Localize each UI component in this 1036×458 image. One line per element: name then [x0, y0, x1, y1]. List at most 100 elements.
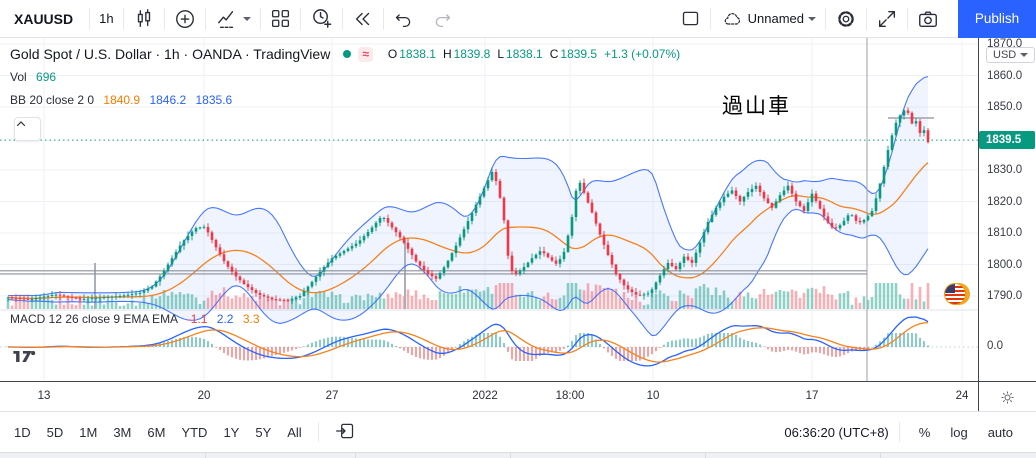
time-tick: 2022	[472, 390, 498, 402]
range-button-1y[interactable]: 1Y	[223, 424, 240, 440]
interval-button[interactable]: 1h	[99, 11, 114, 26]
price-tick: 1860.0	[987, 69, 1023, 82]
low-label: L	[497, 47, 505, 61]
percent-scale-button[interactable]: %	[918, 424, 931, 440]
price-tick: 1800.0	[987, 258, 1023, 271]
range-button-5d[interactable]: 5D	[46, 424, 64, 440]
goto-date-icon	[335, 423, 353, 438]
macd-legend[interactable]: MACD 12 26 close 9 EMA EMA -1.1 2.2 3.3	[10, 312, 260, 326]
redo-button[interactable]	[423, 0, 462, 37]
session-clock[interactable]: 06:36:20 (UTC+8)	[784, 424, 889, 440]
main-legend: Gold Spot / U.S. Dollar · 1h · OANDA · T…	[10, 46, 680, 62]
currency-label: USD	[993, 49, 1017, 61]
time-tick: 17	[805, 390, 819, 402]
data-status-dot-icon[interactable]	[343, 50, 352, 58]
layout-grid-button[interactable]	[261, 0, 300, 37]
high-label: H	[442, 47, 452, 61]
time-tick: 24	[955, 390, 969, 402]
macd-hist-value: -1.1	[186, 312, 208, 326]
layout-name-label: Unnamed	[747, 11, 804, 26]
fullscreen-icon	[878, 10, 896, 27]
bottom-right-group: 06:36:20 (UTC+8) % log auto	[784, 422, 1036, 442]
log-scale-button[interactable]: log	[950, 424, 968, 440]
bb-lower-value: 1835.6	[195, 93, 233, 107]
toolbar-separator	[709, 7, 711, 30]
rewind-icon	[355, 12, 369, 25]
text-annotation[interactable]: 過山車	[722, 95, 791, 118]
range-button-1d[interactable]: 1D	[14, 424, 31, 440]
indicators-button[interactable]	[206, 0, 260, 37]
publish-button[interactable]: Publish	[958, 0, 1036, 38]
economic-event-flag-icon[interactable]	[944, 283, 970, 307]
open-value: 1838.1	[399, 47, 436, 61]
bollinger-legend[interactable]: BB 20 close 2 0 1840.9 1846.2 1835.6	[10, 93, 232, 107]
theme-corner-button[interactable]	[978, 382, 1036, 412]
time-tick: 27	[325, 390, 339, 402]
auto-scale-button[interactable]: auto	[987, 424, 1013, 440]
price-tick: 1870.0	[987, 38, 1023, 50]
indicators-icon	[217, 10, 233, 28]
screenshot-button[interactable]	[908, 0, 948, 37]
chevron-up-icon	[16, 121, 26, 127]
symbol-button[interactable]: XAUUSD	[14, 10, 74, 27]
create-alert-button[interactable]	[301, 0, 342, 37]
toolbar-separator	[259, 7, 261, 30]
range-button-1m[interactable]: 1M	[79, 424, 98, 440]
compare-button[interactable]	[165, 0, 205, 37]
cloud-layout-button[interactable]: Unnamed	[711, 0, 825, 37]
chart-style-button[interactable]	[124, 0, 164, 37]
gear-icon	[838, 10, 854, 27]
price-tick: 1820.0	[987, 195, 1023, 208]
range-button-all[interactable]: All	[287, 424, 302, 440]
bottom-scroll-strip[interactable]	[0, 452, 1036, 458]
toolbar-separator	[204, 7, 206, 30]
plus-circle-icon	[175, 9, 194, 28]
collapse-legend-button[interactable]	[14, 117, 41, 141]
goto-date-button[interactable]	[327, 421, 363, 444]
chart-area[interactable]: Gold Spot / U.S. Dollar · 1h · OANDA · T…	[0, 38, 978, 381]
toolbar-separator	[341, 7, 343, 30]
bb-upper-value: 1846.2	[149, 93, 187, 107]
fullscreen-button[interactable]	[867, 0, 907, 37]
range-button-6m[interactable]: 6M	[147, 424, 166, 440]
ohlc-values: O 1838.1 H 1839.8 L 1838.1 C 1839.5 +1.3 (+0…	[388, 47, 680, 61]
volume-legend[interactable]: Vol 696	[10, 70, 56, 84]
toolbar-separator	[382, 7, 384, 30]
macd-label: MACD 12 26 close 9 EMA EMA	[10, 312, 178, 326]
camera-icon	[919, 10, 937, 27]
time-tick: 20	[197, 390, 211, 402]
toolbar-separator	[299, 7, 301, 30]
price-chart-canvas	[0, 38, 978, 381]
chart-title[interactable]: Gold Spot / U.S. Dollar · 1h · OANDA · T…	[10, 46, 331, 62]
toolbar-separator	[866, 7, 867, 30]
replay-button[interactable]	[343, 0, 383, 37]
bottom-toolbar: 1D 5D 1M 3M 6M YTD 1Y 5Y All 06:36:20 (UTC+8) % …	[0, 411, 1036, 452]
undo-icon	[395, 14, 410, 28]
open-label: O	[387, 47, 398, 61]
chevron-down-icon	[808, 16, 816, 21]
toolbar-separator	[89, 7, 91, 30]
chevron-down-icon	[242, 16, 251, 21]
settings-button[interactable]	[826, 0, 866, 37]
range-button-3m[interactable]: 3M	[113, 424, 132, 440]
current-price-label: 1839.5	[979, 131, 1035, 150]
currency-selector[interactable]: USD	[986, 47, 1036, 63]
range-button-5y[interactable]: 5Y	[255, 424, 272, 440]
macd-line-value: 2.2	[216, 312, 234, 326]
undo-button[interactable]	[384, 0, 423, 37]
close-label: C	[549, 47, 559, 61]
bb-basis-value: 1840.9	[103, 93, 141, 107]
layout-square-icon	[682, 11, 698, 26]
time-tick: 18:00	[555, 390, 585, 402]
high-value: 1839.8	[453, 47, 491, 61]
close-value: 1839.5	[560, 47, 598, 61]
range-button-ytd[interactable]: YTD	[181, 424, 208, 440]
candlestick-icon	[137, 8, 150, 27]
approx-data-badge[interactable]: ≈	[358, 46, 373, 62]
select-layout-button[interactable]	[671, 0, 710, 37]
sun-icon	[1001, 390, 1014, 404]
time-axis[interactable]: 13 20 27 2022 18:00 10 17 24	[0, 381, 1036, 412]
price-axis[interactable]: USD 1870.0 1860.0 1850.0 1830.0 1820.0 1810.0…	[978, 38, 1036, 381]
toolbar-separator	[317, 422, 319, 442]
price-tick: 1850.0	[987, 101, 1023, 113]
